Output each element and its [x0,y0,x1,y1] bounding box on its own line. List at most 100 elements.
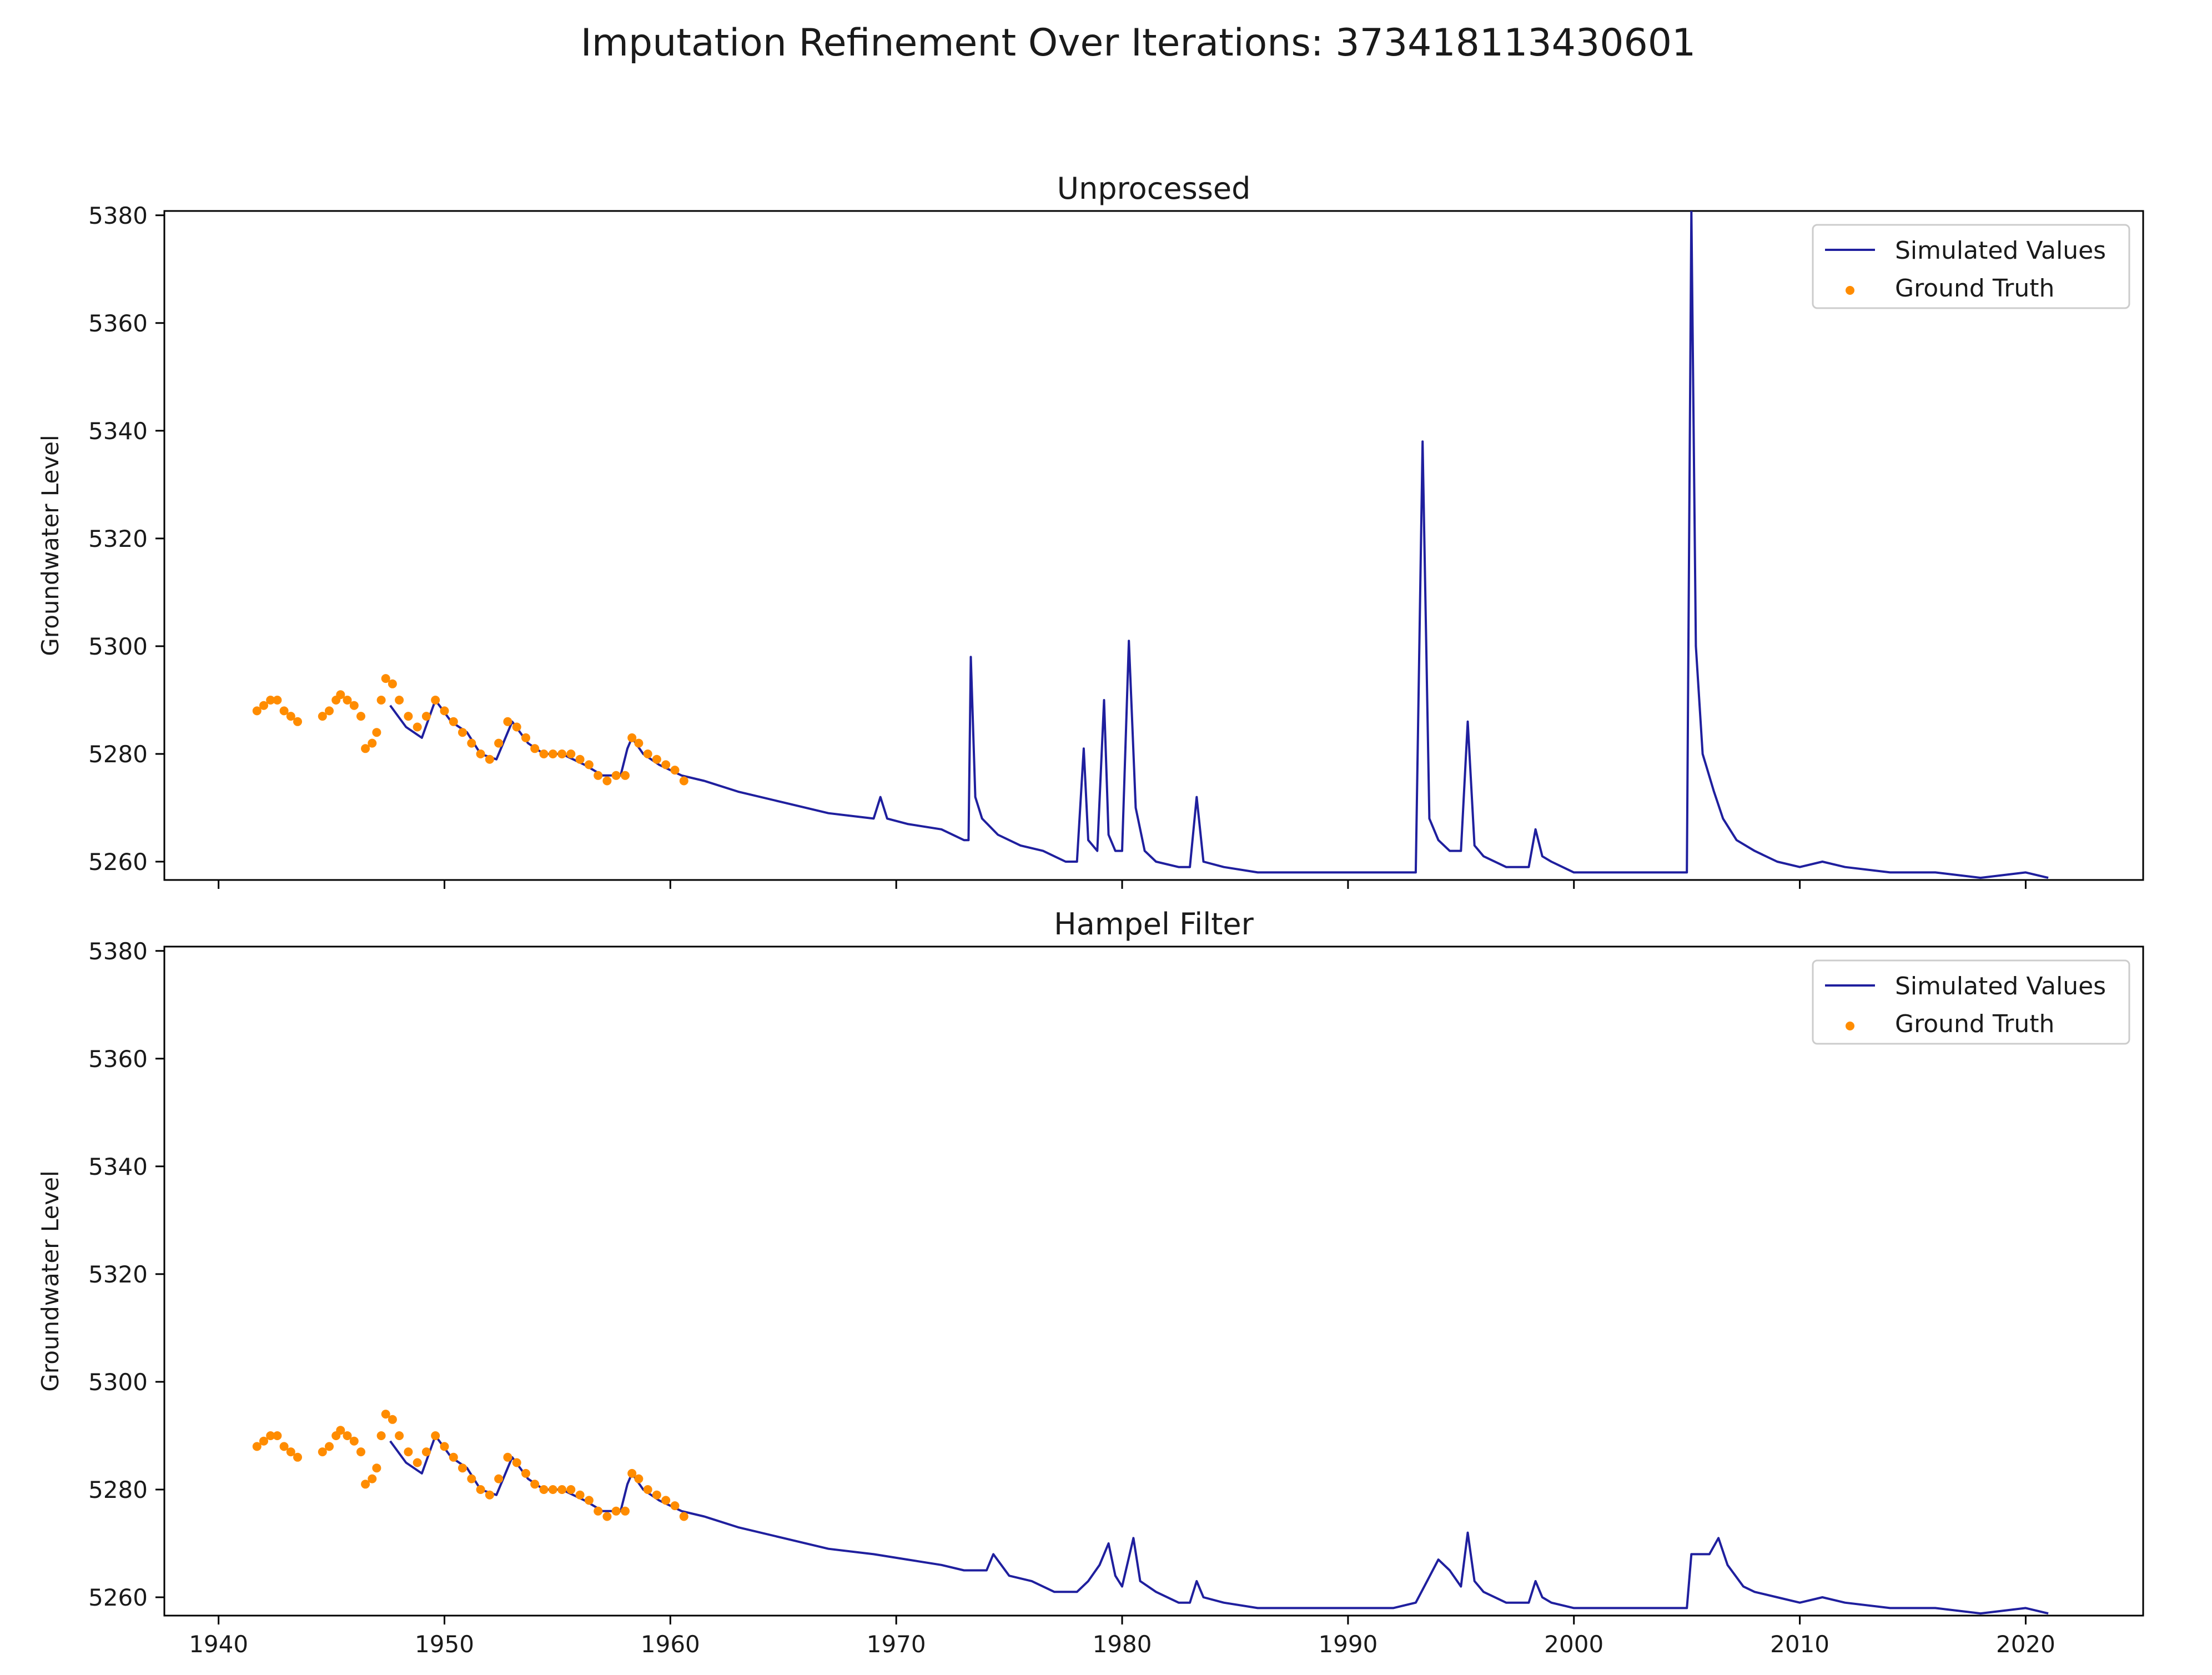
chart2-series-ground-truth-point [557,1485,567,1494]
chart2-xtick-label: 2000 [1544,1631,1603,1658]
chart1-series-ground-truth-point [512,722,521,732]
chart1-axes-frame [163,210,2144,881]
chart1-legend-label-ground-truth: Ground Truth [1895,274,2054,303]
chart2-legend-swatch-ground-truth [1846,1022,1854,1030]
chart2-legend-label-simulated-values: Simulated Values [1895,972,2106,1000]
chart1-series-ground-truth-point [467,738,476,748]
chart2-ytick-label: 5340 [88,1153,148,1180]
chart2-title: Hampel Filter [1054,907,1254,942]
chart1-series-ground-truth-point [539,750,549,758]
chart1-series-ground-truth-point [273,696,282,705]
chart1-series-ground-truth-point [252,706,262,716]
chart1-series-ground-truth-point [584,760,594,769]
chart2-series-ground-truth-point [368,1474,377,1483]
chart1-series-ground-truth-point [279,706,289,716]
chart1-series-ground-truth-point [494,738,504,748]
chart2-legend-label-ground-truth: Ground Truth [1895,1010,2054,1038]
chart2-series-ground-truth-point [548,1485,557,1494]
chart2-series-ground-truth-point [388,1415,397,1424]
chart1-plot-area [252,211,2049,879]
chart2-series-ground-truth-point [627,1468,637,1478]
chart1-series-ground-truth-point [621,771,630,780]
chart2-xtick-label: 2010 [1770,1631,1829,1658]
chart2-legend: Simulated Values Ground Truth [1812,959,2130,1045]
chart1-series-ground-truth-point [602,776,612,786]
chart1-ytick-label: 5320 [88,525,148,552]
chart2-series-ground-truth-point [404,1447,413,1457]
chart1-series-ground-truth-point [503,717,512,726]
chart1-series-ground-truth-point [679,776,688,786]
chart1-legend: Simulated Values Ground Truth [1812,224,2130,309]
chart1-series-ground-truth-point [449,717,458,726]
chart1-ylabel: Groundwater Level [37,435,64,656]
chart1-series-ground-truth-point [318,712,327,721]
chart2-series-ground-truth-point [440,1442,449,1451]
chart2-ylabel: Groundwater Level [37,1170,64,1391]
subplot-unprocessed: Unprocessed Groundwater Level 5260 5280 5300… [37,171,2144,889]
chart1-series-ground-truth-point [421,712,431,721]
chart2-ytick-label: 5280 [88,1476,148,1503]
chart2-series-ground-truth-point [652,1490,661,1500]
chart2-series-ground-truth-point [372,1463,381,1473]
chart1-series-ground-truth-point [376,696,386,705]
chart2-xtick-label: 2020 [1996,1631,2055,1658]
chart1-series-ground-truth-point [476,750,485,758]
chart2-series-ground-truth-point [325,1442,334,1451]
chart2-ytick-label: 5300 [88,1369,148,1396]
chart2-series-ground-truth-point [431,1431,440,1440]
chart2-series-ground-truth-point [458,1463,467,1473]
chart2-series-ground-truth-point [530,1480,540,1489]
chart1-series-ground-truth-point [361,744,370,753]
chart2-series-ground-truth-point [343,1431,352,1440]
chart1-series-ground-truth-point [557,750,567,758]
chart1-series-ground-truth-point [594,771,603,780]
chart2-series-ground-truth-point [476,1485,485,1494]
chart1-series-ground-truth-point [349,701,359,710]
chart1-series-ground-truth-point [356,712,365,721]
chart1-series-ground-truth-point [634,738,644,748]
chart2-xtick-label: 1960 [641,1631,700,1658]
chart1-legend-box [1812,224,2130,309]
chart1-ytick-label: 5380 [88,202,148,229]
chart1-series-ground-truth-point [566,750,576,758]
chart2-xtick-label: 1980 [1093,1631,1152,1658]
chart1-series-ground-truth-point [530,744,540,753]
chart1-series-ground-truth-point [368,738,377,748]
chart1-series-ground-truth-point [404,712,413,721]
chart2-series-ground-truth-point [449,1452,458,1462]
chart2-series-ground-truth-point [273,1431,282,1440]
chart2-series-ground-truth-point [503,1452,512,1462]
chart2-ytick-label: 5260 [88,1584,148,1611]
chart2-series-ground-truth-point [643,1485,652,1494]
chart1-ytick-label: 5280 [88,741,148,768]
chart2-series-ground-truth-point [293,1452,302,1462]
chart2-xtick-label: 1950 [415,1631,474,1658]
chart1-series-ground-truth-point [440,706,449,716]
chart2-xtick-label: 1990 [1318,1631,1378,1658]
chart2-series-ground-truth-point [467,1474,476,1483]
chart1-series-ground-truth-point [325,706,334,716]
chart2-series-ground-truth-point [413,1458,422,1467]
chart2-series-ground-truth-point [670,1501,680,1511]
chart2-series-ground-truth-point [279,1442,289,1451]
chart1-series-ground-truth-point [388,679,397,688]
chart2-legend-box [1812,959,2130,1045]
chart1-legend-swatch-ground-truth [1846,286,1854,295]
chart2-series-ground-truth-point [356,1447,365,1457]
chart2-series-ground-truth-point [611,1506,621,1516]
chart2-series-ground-truth-point [594,1506,603,1516]
chart2-series-ground-truth-point [395,1431,404,1440]
chart2-series-ground-truth-point [584,1496,594,1505]
chart2-series-ground-truth-point [252,1442,262,1451]
chart1-series-ground-truth-point [266,696,275,705]
chart2-plot-area [252,1410,2049,1615]
chart2-series-ground-truth-point [602,1512,612,1521]
chart2-xtick-label: 1940 [189,1631,248,1658]
chart2-series-ground-truth-point [349,1436,359,1446]
chart1-series-ground-truth-point [381,674,390,683]
chart2-xtick-label: 1970 [867,1631,926,1658]
chart2-ytick-label: 5380 [88,938,148,965]
chart2-ytick-label: 5320 [88,1261,148,1288]
chart1-series-ground-truth-point [343,696,352,705]
chart1-series-ground-truth-point [548,750,557,758]
